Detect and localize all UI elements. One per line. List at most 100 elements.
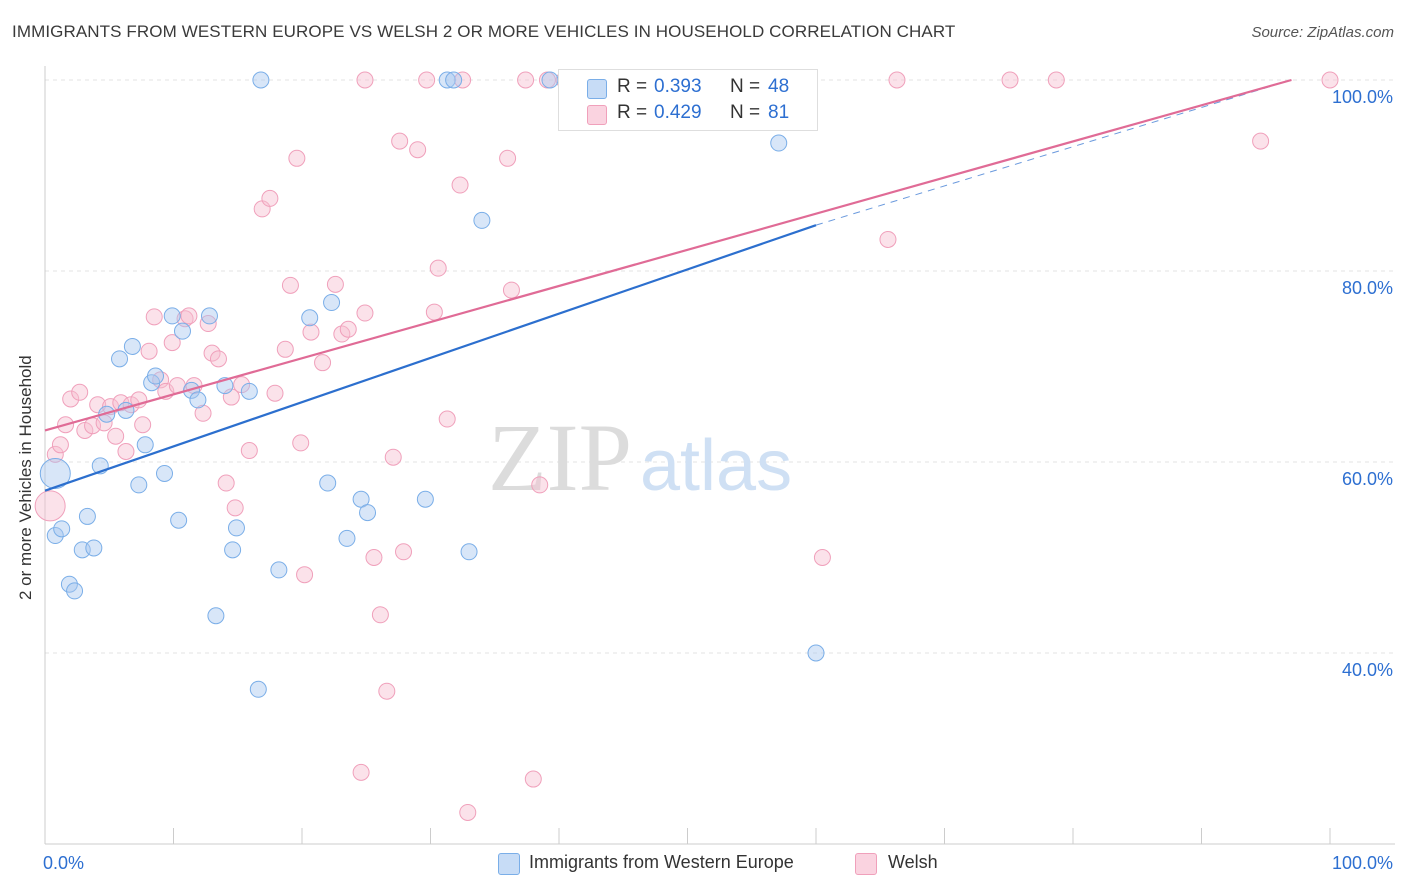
x-tick-label: 0.0% bbox=[43, 853, 84, 873]
welsh-point bbox=[209, 350, 227, 368]
western-europe-point bbox=[224, 541, 242, 559]
western-europe-point bbox=[189, 391, 207, 409]
legend-n-value: 48 bbox=[768, 76, 790, 97]
welsh-point bbox=[517, 71, 535, 89]
western-europe-point bbox=[130, 476, 148, 494]
welsh-point bbox=[89, 396, 107, 414]
legend-r-value: 0.429 bbox=[654, 102, 702, 123]
welsh-point bbox=[288, 149, 306, 167]
western-europe-point bbox=[147, 367, 165, 385]
western-europe-point bbox=[473, 211, 491, 229]
legend-n-label: N = bbox=[730, 102, 761, 123]
welsh-point bbox=[326, 275, 344, 293]
y-tick-label: 80.0% bbox=[1342, 278, 1393, 298]
western-europe-point bbox=[136, 436, 154, 454]
western-europe-point bbox=[53, 520, 71, 538]
welsh-point bbox=[418, 71, 436, 89]
western-europe-point bbox=[200, 307, 218, 325]
western-europe-point bbox=[319, 474, 337, 492]
welsh-point bbox=[524, 770, 542, 788]
legend-swatch-pink bbox=[855, 853, 877, 875]
welsh-point bbox=[34, 490, 66, 522]
legend-r-value: 0.393 bbox=[654, 76, 702, 97]
western-europe-point bbox=[227, 519, 245, 537]
western-europe-point bbox=[323, 294, 341, 312]
legend-n-label: N = bbox=[730, 76, 761, 97]
welsh-point bbox=[425, 303, 443, 321]
welsh-point bbox=[51, 436, 69, 454]
watermark: ZIP atlas bbox=[488, 404, 792, 511]
western-europe-point bbox=[770, 134, 788, 152]
welsh-point bbox=[302, 323, 320, 341]
welsh-point bbox=[314, 354, 332, 372]
legend-r-label: R = bbox=[617, 76, 648, 97]
welsh-point bbox=[117, 442, 135, 460]
legend-swatch-blue bbox=[587, 79, 607, 99]
series-welsh-points bbox=[34, 71, 1339, 821]
welsh-point bbox=[451, 176, 469, 194]
welsh-point bbox=[384, 448, 402, 466]
welsh-point bbox=[352, 763, 370, 781]
western-europe-point bbox=[170, 511, 188, 529]
western-europe-point bbox=[338, 529, 356, 547]
source-credit: Source: ZipAtlas.com bbox=[1251, 24, 1394, 41]
welsh-point bbox=[438, 410, 456, 428]
western-europe-point bbox=[163, 307, 181, 325]
welsh-point bbox=[266, 384, 284, 402]
y-tick-label: 40.0% bbox=[1342, 660, 1393, 680]
western-europe-point bbox=[460, 543, 478, 561]
welsh-point bbox=[429, 259, 447, 277]
welsh-point bbox=[454, 71, 472, 89]
axes bbox=[44, 66, 1395, 845]
welsh-point bbox=[371, 606, 389, 624]
welsh-point bbox=[281, 276, 299, 294]
welsh-point bbox=[888, 71, 906, 89]
western-europe-point bbox=[123, 337, 141, 355]
welsh-point bbox=[409, 141, 427, 159]
welsh-point bbox=[71, 383, 89, 401]
welsh-point bbox=[62, 390, 80, 408]
welsh-point bbox=[531, 476, 549, 494]
chart-title: IMMIGRANTS FROM WESTERN EUROPE VS WELSH … bbox=[12, 22, 956, 41]
western-europe-point bbox=[416, 490, 434, 508]
legend-swatch-blue bbox=[498, 853, 520, 875]
y-tick-label: 60.0% bbox=[1342, 469, 1393, 489]
western-europe-point bbox=[156, 464, 174, 482]
y-axis-title: 2 or more Vehicles in Household bbox=[16, 355, 35, 600]
legend-swatch-pink bbox=[587, 105, 607, 125]
welsh-point bbox=[378, 682, 396, 700]
watermark-zip: ZIP bbox=[488, 404, 632, 511]
western-europe-point bbox=[46, 527, 64, 545]
legend-label: Welsh bbox=[888, 852, 938, 872]
welsh-point bbox=[459, 803, 477, 821]
welsh-trend-line bbox=[44, 78, 1292, 432]
welsh-point bbox=[276, 340, 294, 358]
welsh-point bbox=[391, 132, 409, 150]
welsh-point bbox=[134, 416, 152, 434]
welsh-point bbox=[395, 543, 413, 561]
western-europe-point bbox=[249, 680, 267, 698]
western-europe-point bbox=[173, 322, 191, 340]
welsh-point bbox=[356, 304, 374, 322]
stats-legend: R = 0.393 N = 48 R = 0.429 N = 81 bbox=[558, 69, 818, 131]
western-europe-point bbox=[240, 382, 258, 400]
western-europe-trend-extension bbox=[815, 79, 1292, 226]
welsh-point bbox=[163, 334, 181, 352]
western-europe-point bbox=[85, 539, 103, 557]
welsh-point bbox=[194, 404, 212, 422]
legend-label: Immigrants from Western Europe bbox=[529, 852, 794, 872]
welsh-point bbox=[1321, 71, 1339, 89]
welsh-point bbox=[226, 499, 244, 517]
western-europe-point bbox=[111, 350, 129, 368]
western-europe-point bbox=[359, 504, 377, 522]
western-europe-point bbox=[39, 457, 71, 489]
welsh-point bbox=[813, 549, 831, 566]
welsh-point bbox=[292, 434, 310, 452]
welsh-point bbox=[879, 230, 897, 248]
watermark-atlas: atlas bbox=[640, 426, 792, 506]
western-europe-point bbox=[207, 607, 225, 625]
western-europe-point bbox=[252, 71, 270, 89]
western-europe-point bbox=[438, 71, 456, 89]
series-western-europe-points bbox=[39, 71, 825, 698]
